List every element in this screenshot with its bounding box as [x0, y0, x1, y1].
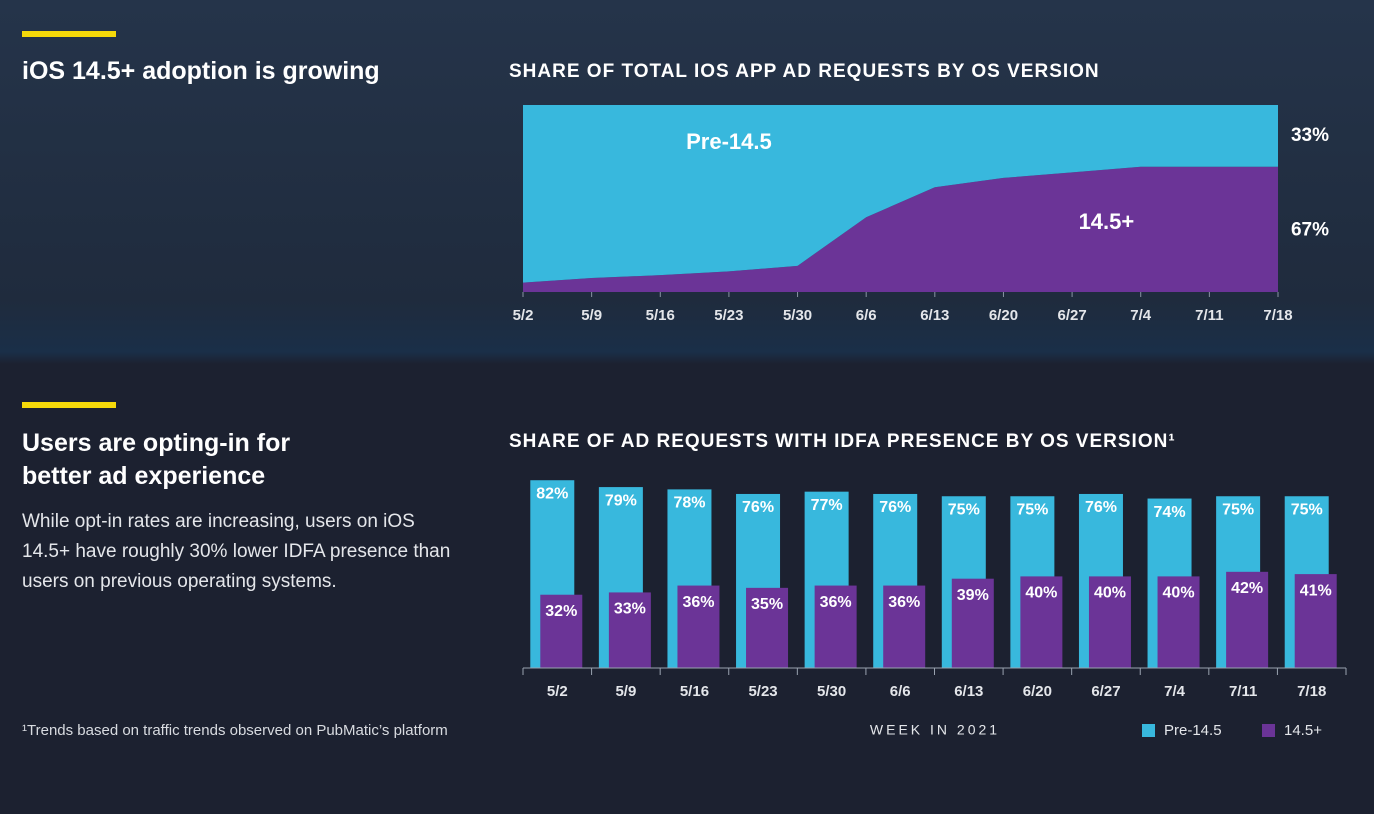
bar: [883, 585, 926, 668]
value-label: 35%: [751, 596, 783, 613]
value-label: 32%: [545, 603, 577, 620]
bar: [1157, 576, 1200, 668]
end-label: 67%: [1291, 219, 1329, 240]
x-tick-label: 5/23: [714, 307, 743, 324]
section-body: While opt-in rates are increasing, users…: [22, 511, 451, 592]
bar: [1020, 576, 1063, 668]
bar: [677, 585, 720, 668]
x-tick-label: 5/30: [783, 307, 812, 324]
x-tick-label: 6/13: [920, 307, 949, 324]
x-tick-label: 6/27: [1091, 683, 1120, 700]
value-label: 36%: [820, 594, 852, 611]
legend-label: Pre-14.5: [1164, 722, 1222, 739]
bar: [1226, 571, 1269, 668]
x-tick-label: 5/9: [581, 307, 602, 324]
end-label: 33%: [1291, 125, 1329, 146]
x-tick-label: 5/2: [547, 683, 568, 700]
value-label: 75%: [1016, 501, 1048, 518]
value-label: 74%: [1154, 504, 1186, 521]
area: [523, 105, 1278, 283]
value-label: 75%: [948, 501, 980, 518]
x-tick-label: 6/20: [1023, 683, 1052, 700]
x-tick-label: 7/18: [1297, 683, 1326, 700]
x-tick-label: 5/16: [680, 683, 709, 700]
legend-swatch: [1262, 724, 1275, 737]
value-label: 76%: [879, 499, 911, 516]
bar: [1088, 576, 1131, 668]
x-tick-label: 6/20: [989, 307, 1018, 324]
value-label: 76%: [742, 499, 774, 516]
bar: [746, 587, 789, 668]
value-label: 36%: [682, 594, 714, 611]
x-tick-label: 7/11: [1195, 307, 1223, 324]
bar: [1294, 574, 1337, 668]
x-tick-label: 7/18: [1263, 307, 1292, 324]
x-tick-label: 6/27: [1057, 307, 1086, 324]
x-tick-label: 6/6: [890, 683, 911, 700]
legend-swatch: [1142, 724, 1155, 737]
series-label: 14.5+: [1079, 209, 1135, 234]
x-tick-label: 5/9: [615, 683, 636, 700]
value-label: 40%: [1025, 585, 1057, 602]
x-tick-label: 7/4: [1164, 683, 1186, 700]
value-label: 33%: [614, 601, 646, 618]
x-tick-label: 5/2: [513, 307, 534, 324]
bar: [814, 585, 857, 668]
accent-bar: [22, 402, 116, 408]
footnote: ¹Trends based on traffic trends observed…: [22, 722, 448, 739]
bar: [608, 592, 651, 668]
section-heading: Users are opting-in for better ad experi…: [22, 429, 291, 490]
value-label: 76%: [1085, 499, 1117, 516]
legend-label: 14.5+: [1284, 722, 1322, 739]
section-heading: iOS 14.5+ adoption is growing: [22, 57, 380, 85]
x-tick-label: 6/6: [856, 307, 877, 324]
value-label: 77%: [811, 497, 843, 514]
value-label: 82%: [536, 485, 568, 502]
area: [523, 166, 1278, 292]
value-label: 41%: [1300, 582, 1332, 599]
chart-title: SHARE OF AD REQUESTS WITH IDFA PRESENCE …: [509, 431, 1176, 452]
x-tick-label: 7/4: [1130, 307, 1152, 324]
x-tick-label: 7/11: [1229, 683, 1257, 700]
value-label: 79%: [605, 492, 637, 509]
x-tick-label: 5/23: [748, 683, 777, 700]
value-label: 36%: [888, 594, 920, 611]
chart-title: SHARE OF TOTAL IOS APP AD REQUESTS BY OS…: [509, 61, 1100, 82]
value-label: 39%: [957, 587, 989, 604]
bar: [951, 578, 994, 668]
x-axis-label: WEEK IN 2021: [870, 722, 1000, 738]
value-label: 78%: [673, 495, 705, 512]
accent-bar: [22, 31, 116, 37]
value-label: 42%: [1231, 580, 1263, 597]
x-tick-label: 6/13: [954, 683, 983, 700]
bar: [540, 594, 583, 668]
x-tick-label: 5/30: [817, 683, 846, 700]
value-label: 40%: [1094, 585, 1126, 602]
x-tick-label: 5/16: [646, 307, 675, 324]
value-label: 75%: [1222, 501, 1254, 518]
series-label: Pre-14.5: [686, 129, 772, 154]
value-label: 75%: [1291, 501, 1323, 518]
value-label: 40%: [1163, 585, 1195, 602]
